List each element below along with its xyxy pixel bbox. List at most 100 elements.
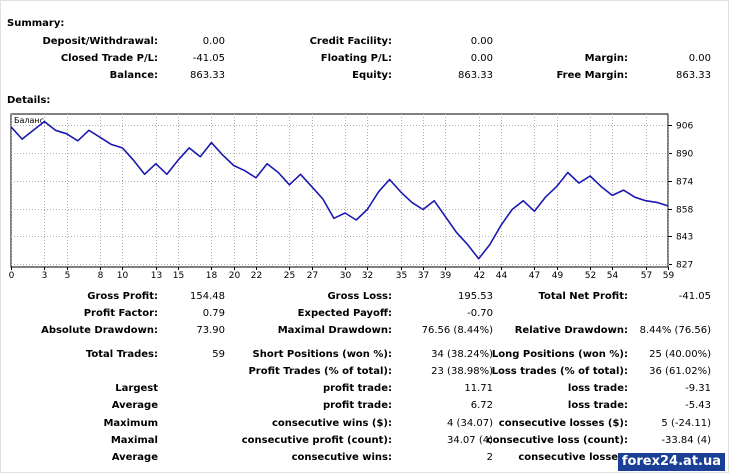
details-value-r0-c0: 154.48 <box>190 291 225 302</box>
details-label-r4-c1: Profit Trades (% of total): <box>248 366 392 377</box>
details-value-r2-c1: 76.56 (8.44%) <box>421 325 493 336</box>
details-value-r0-c2: -41.05 <box>678 291 711 302</box>
chart-x-tick-label: 13 <box>151 271 162 281</box>
details-label-r3-c2: Long Positions (won %): <box>491 349 628 360</box>
chart-x-tick-label: 15 <box>173 271 184 281</box>
chart-x-tick-label: 57 <box>641 271 652 281</box>
chart-plot-area <box>10 113 669 268</box>
details-value-r1-c1: -0.70 <box>467 308 493 319</box>
chart-series-balance-line <box>10 120 669 260</box>
chart-y-tick-label: 827 <box>676 261 693 271</box>
details-label-r3-c0: Total Trades: <box>85 349 158 360</box>
summary-label-r0-c1: Credit Facility: <box>309 36 392 47</box>
chart-x-tick-label: 44 <box>496 271 508 281</box>
chart-x-tick-label: 8 <box>98 271 104 281</box>
details-value-r0-c1: 195.53 <box>458 291 493 302</box>
summary-label-r1-c2: Margin: <box>584 53 628 64</box>
chart-x-tick-label: 32 <box>362 271 373 281</box>
chart-x-tick-label: 54 <box>607 271 619 281</box>
details-value-r3-c2: 25 (40.00%) <box>649 349 711 360</box>
details-label-r6-c0: Average <box>111 400 158 411</box>
details-label-r2-c0: Absolute Drawdown: <box>41 325 158 336</box>
chart-y-tick-label: 843 <box>676 233 693 243</box>
chart-x-tick-label: 22 <box>251 271 262 281</box>
chart-x-tick-label: 20 <box>229 271 241 281</box>
details-label-r2-c2: Relative Drawdown: <box>514 325 628 336</box>
details-label-r5-c0: Largest <box>115 383 158 394</box>
details-label-r7-c2: consecutive losses ($): <box>498 418 628 429</box>
chart-x-tick-label: 10 <box>117 271 129 281</box>
summary-value-r1-c2: 0.00 <box>688 53 711 64</box>
chart-x-tick-label: 42 <box>474 271 485 281</box>
chart-x-tick-label: 25 <box>284 271 295 281</box>
details-label-r5-c1: profit trade: <box>322 383 392 394</box>
details-label-r8-c2: consecutive loss (count): <box>486 435 628 446</box>
details-value-r5-c2: -9.31 <box>685 383 711 394</box>
details-title: Details: <box>7 95 51 106</box>
chart-x-tick-label: 0 <box>9 271 15 281</box>
chart-x-tick-label: 18 <box>206 271 218 281</box>
details-value-r9-c1: 2 <box>486 452 493 463</box>
details-label-r7-c0: Maximum <box>103 418 158 429</box>
details-value-r7-c2: 5 (-24.11) <box>661 418 711 429</box>
details-label-r1-c0: Profit Factor: <box>83 308 158 319</box>
details-value-r6-c2: -5.43 <box>685 400 711 411</box>
summary-value-r0-c0: 0.00 <box>202 36 225 47</box>
chart-x-tick-label: 27 <box>307 271 318 281</box>
summary-value-r2-c2: 863.33 <box>676 70 711 81</box>
chart-y-tick-label: 890 <box>676 150 693 160</box>
chart-x-tick-label: 3 <box>42 271 48 281</box>
summary-value-r1-c1: 0.00 <box>470 53 493 64</box>
chart-title: Баланс <box>14 116 44 125</box>
details-label-r6-c2: loss trade: <box>567 400 628 411</box>
summary-value-r2-c1: 863.33 <box>458 70 493 81</box>
details-label-r4-c2: Loss trades (% of total): <box>491 366 628 377</box>
summary-label-r2-c2: Free Margin: <box>556 70 628 81</box>
details-label-r9-c2: consecutive losses: <box>518 452 628 463</box>
summary-label-r2-c0: Balance: <box>109 70 158 81</box>
details-label-r0-c0: Gross Profit: <box>87 291 158 302</box>
details-value-r4-c2: 36 (61.02%) <box>649 366 711 377</box>
details-value-r2-c0: 73.90 <box>196 325 225 336</box>
details-value-r7-c1: 4 (34.07) <box>447 418 493 429</box>
details-label-r1-c1: Expected Payoff: <box>297 308 392 319</box>
chart-x-tick-label: 49 <box>552 271 564 281</box>
details-value-r3-c0: 59 <box>212 349 225 360</box>
details-label-r9-c0: Average <box>111 452 158 463</box>
summary-value-r2-c0: 863.33 <box>190 70 225 81</box>
details-label-r9-c1: consecutive wins: <box>291 452 392 463</box>
details-value-r5-c1: 11.71 <box>464 383 493 394</box>
chart-x-tick-label: 5 <box>65 271 71 281</box>
details-value-r8-c1: 34.07 (4) <box>447 435 493 446</box>
summary-label-r0-c0: Deposit/Withdrawal: <box>42 36 158 47</box>
summary-value-r1-c0: -41.05 <box>192 53 225 64</box>
watermark: forex24.at.ua <box>617 453 725 471</box>
chart-x-tick-label: 35 <box>396 271 407 281</box>
details-label-r7-c1: consecutive wins ($): <box>271 418 392 429</box>
details-label-r0-c2: Total Net Profit: <box>538 291 628 302</box>
details-label-r3-c1: Short Positions (won %): <box>252 349 392 360</box>
details-value-r1-c0: 0.79 <box>202 308 225 319</box>
details-value-r3-c1: 34 (38.24%) <box>431 349 493 360</box>
details-label-r8-c0: Maximal <box>110 435 158 446</box>
chart-y-tick-label: 874 <box>676 178 693 188</box>
details-label-r5-c2: loss trade: <box>567 383 628 394</box>
chart-x-tick-label: 59 <box>663 271 675 281</box>
chart-x-tick-label: 39 <box>440 271 452 281</box>
details-value-r8-c2: -33.84 (4) <box>661 435 711 446</box>
summary-label-r1-c0: Closed Trade P/L: <box>60 53 158 64</box>
details-value-r2-c2: 8.44% (76.56) <box>639 325 711 336</box>
details-label-r8-c1: consecutive profit (count): <box>241 435 392 446</box>
chart-x-tick-label: 30 <box>340 271 352 281</box>
details-value-r6-c1: 6.72 <box>470 400 493 411</box>
summary-value-r0-c1: 0.00 <box>470 36 493 47</box>
summary-label-r1-c1: Floating P/L: <box>320 53 392 64</box>
chart-x-tick-label: 47 <box>529 271 540 281</box>
summary-title: Summary: <box>7 18 65 29</box>
chart-x-tick-label: 52 <box>585 271 596 281</box>
details-label-r2-c1: Maximal Drawdown: <box>277 325 392 336</box>
summary-label-r2-c1: Equity: <box>352 70 392 81</box>
details-value-r4-c1: 23 (38.98%) <box>431 366 493 377</box>
details-label-r6-c1: profit trade: <box>322 400 392 411</box>
